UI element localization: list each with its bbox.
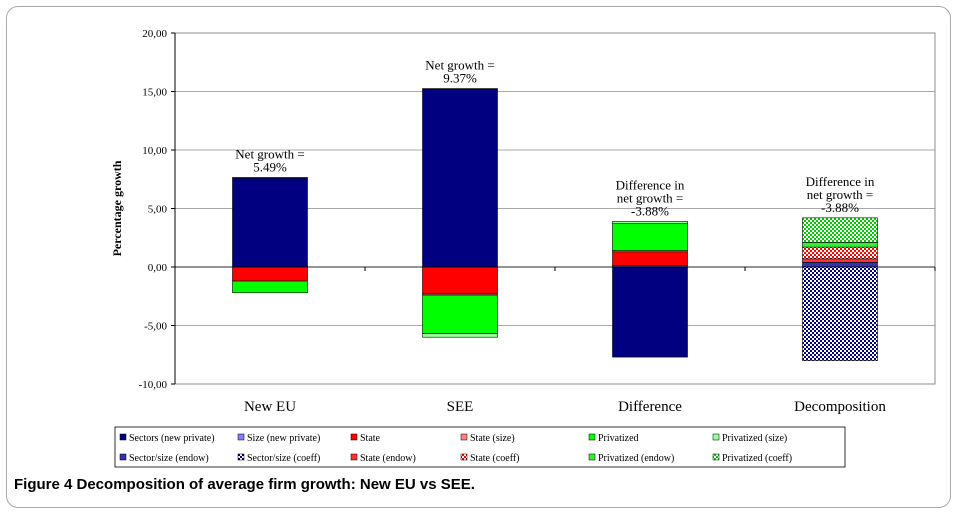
bar-segment	[232, 280, 308, 294]
legend-swatch	[460, 433, 468, 441]
bar-segment	[802, 242, 878, 248]
legend-label: Sector/size (coeff)	[247, 453, 320, 464]
bar-segment	[422, 266, 498, 295]
labels: -10,00 -5,00 0,00 5,00 10,00 15,00 20,00 New EU…	[110, 28, 886, 415]
legend-label: Privatized (endow)	[598, 453, 674, 464]
annotation-text: Difference in	[616, 177, 685, 192]
annotation-text: 5.49%	[253, 159, 287, 174]
bar-segment	[232, 177, 308, 268]
legend-box	[114, 426, 846, 468]
bar-segment	[232, 177, 308, 179]
x-tick-label: Decomposition	[794, 399, 886, 415]
bar-segment	[802, 258, 878, 263]
figure-caption: Figure 4 Decomposition of average firm g…	[14, 476, 475, 493]
bars	[232, 88, 878, 361]
legend-swatch	[237, 433, 245, 441]
bar-segment	[612, 251, 688, 267]
annotation-text: net growth =	[617, 190, 684, 205]
legend-label: Privatized	[598, 433, 639, 444]
legend-swatch	[237, 453, 245, 461]
legend-label: State (coeff)	[470, 453, 520, 464]
legend-label: Privatized (coeff)	[722, 453, 792, 464]
bar-segment	[422, 333, 498, 338]
legend-label: Sectors (new private)	[129, 433, 215, 444]
legend-label: Privatized (size)	[722, 433, 787, 444]
legend-swatch	[350, 433, 358, 441]
legend-swatch	[460, 453, 468, 461]
bar-segment	[422, 88, 498, 268]
annotation-text: net growth =	[807, 187, 874, 202]
bar-segment	[802, 262, 878, 268]
y-tick-label: 10,00	[142, 145, 167, 157]
bar-segment	[232, 266, 308, 282]
legend: Sectors (new private) Size (new private) S…	[114, 426, 846, 468]
legend-swatch	[119, 433, 127, 441]
legend-swatch	[119, 453, 127, 461]
annotation-text: Difference in	[806, 174, 875, 189]
legend-swatch	[588, 433, 596, 441]
legend-label: Size (new private)	[247, 433, 320, 444]
legend-swatch	[712, 433, 720, 441]
bar-segment	[802, 266, 878, 361]
y-tick-label: -5,00	[144, 321, 167, 333]
y-tick-label: 20,00	[142, 28, 167, 40]
bar-segment	[422, 294, 498, 334]
annotation-text: 9.37%	[443, 71, 477, 86]
legend-label: Sector/size (endow)	[129, 453, 209, 464]
annotation-text: -3.88%	[631, 203, 669, 218]
legend-label: State (size)	[470, 433, 515, 444]
y-tick-label: 0,00	[148, 262, 168, 274]
x-tick-label: New EU	[244, 399, 296, 415]
bar-segment	[612, 266, 688, 358]
annotation-text: Net growth =	[425, 58, 494, 73]
axes	[171, 32, 936, 385]
bar-segment	[422, 88, 498, 90]
annotation-text: -3.88%	[821, 200, 859, 215]
y-tick-label: -10,00	[139, 379, 168, 391]
legend-label: State	[360, 433, 381, 444]
bar-segment	[802, 217, 878, 243]
y-tick-label: 15,00	[142, 87, 167, 99]
bar-segment	[612, 223, 688, 251]
x-tick-label: SEE	[447, 399, 474, 415]
bar-segment	[612, 221, 688, 225]
legend-swatch	[712, 453, 720, 461]
x-tick-label: Difference	[618, 399, 682, 415]
annotation-text: Net growth =	[235, 146, 304, 161]
y-tick-label: 5,00	[148, 204, 168, 216]
legend-swatch	[350, 453, 358, 461]
y-axis-label: Percentage growth	[110, 160, 124, 256]
legend-swatch	[588, 453, 596, 461]
legend-label: State (endow)	[360, 453, 416, 464]
bar-segment	[802, 246, 878, 260]
